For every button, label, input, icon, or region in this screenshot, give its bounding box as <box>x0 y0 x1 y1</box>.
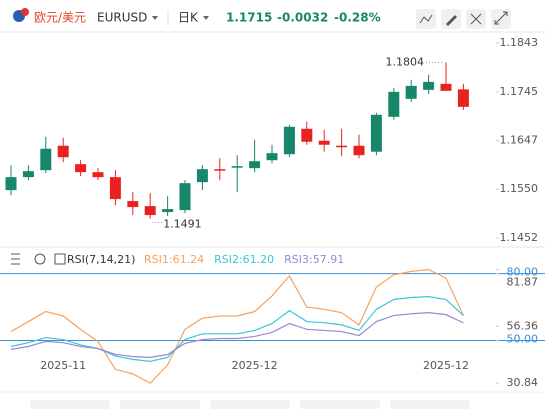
candle-body <box>214 169 226 171</box>
y-tick-label: 56.36 <box>507 319 539 332</box>
candle-body <box>249 161 261 169</box>
candle-body <box>370 114 382 152</box>
scroll-block <box>120 400 200 409</box>
price-change: -0.0032 <box>277 11 328 25</box>
candle-body <box>57 145 69 158</box>
candle-body <box>22 171 34 178</box>
low-annotation: 1.1491 <box>163 218 202 231</box>
candle-body <box>231 166 243 168</box>
candle-body <box>266 153 278 161</box>
menu-icon[interactable] <box>11 253 20 265</box>
y-tick-label: 1.1550 <box>500 182 539 195</box>
rsi-line <box>10 296 464 363</box>
dropdown-arrow[interactable] <box>152 16 158 20</box>
tool-icon <box>494 11 508 25</box>
candle-body <box>440 83 452 91</box>
candle-body <box>127 201 139 208</box>
candle-body <box>40 148 52 171</box>
candle-body <box>5 177 17 191</box>
candle-body <box>336 145 348 148</box>
candle-body <box>457 89 469 107</box>
legend-entry: RSI3:57.91 <box>284 253 344 266</box>
y-tick-label: 50.00 <box>507 332 539 345</box>
candle-body <box>196 169 208 183</box>
pair-name[interactable]: 欧元/美元 <box>34 11 86 25</box>
candle-body <box>92 172 104 178</box>
y-tick-label: 30.84 <box>507 376 539 389</box>
dropdown-arrow[interactable] <box>203 16 209 20</box>
candle-body <box>301 128 313 142</box>
candle-body <box>144 206 156 216</box>
toggle-icon[interactable] <box>54 253 66 265</box>
x-tick-label: 2025-12 <box>423 359 469 372</box>
tool-icon <box>470 13 482 25</box>
candle-body <box>388 91 400 117</box>
x-tick-label: 2025-12 <box>232 359 278 372</box>
candle-body <box>283 126 295 155</box>
high-annotation: 1.1804 <box>386 55 425 68</box>
y-tick-label: 1.1843 <box>500 36 539 49</box>
candle-body <box>405 85 417 99</box>
y-tick-label: 80.00 <box>507 266 539 279</box>
scroll-block <box>300 400 380 409</box>
tool-icon <box>446 15 457 26</box>
candle-body <box>318 140 330 145</box>
candle-body <box>353 145 365 156</box>
scroll-strip <box>30 400 470 409</box>
flag-icon <box>21 8 29 16</box>
rsi-line <box>10 268 464 384</box>
candle-body <box>423 81 435 90</box>
y-tick-label: 1.1647 <box>500 134 539 147</box>
y-tick-label: 1.1452 <box>500 231 539 244</box>
scroll-block <box>30 400 110 409</box>
scroll-block <box>390 400 470 409</box>
legend-entry: RSI1:61.24 <box>144 253 204 266</box>
price-change-pct: -0.28% <box>334 11 381 25</box>
settings-icon[interactable] <box>34 253 46 265</box>
candle-body <box>162 209 174 213</box>
rsi-line <box>10 312 464 358</box>
scroll-block <box>210 400 290 409</box>
x-tick-label: 2025-11 <box>40 359 86 372</box>
tool-icon <box>419 14 433 24</box>
y-tick-label: 1.1745 <box>500 85 539 98</box>
candle-body <box>75 164 87 173</box>
candle-body <box>109 177 121 200</box>
period[interactable]: 日K <box>178 11 199 25</box>
indicator-title: RSI(7,14,21) <box>67 253 135 266</box>
tool-button[interactable] <box>491 9 511 29</box>
y-tick-label: 81.87 <box>507 276 539 289</box>
legend-entry: RSI2:61.20 <box>214 253 274 266</box>
price: 1.1715 <box>226 11 272 25</box>
symbol[interactable]: EURUSD <box>97 11 147 25</box>
candle-body <box>179 183 191 211</box>
toolbar <box>416 9 511 29</box>
